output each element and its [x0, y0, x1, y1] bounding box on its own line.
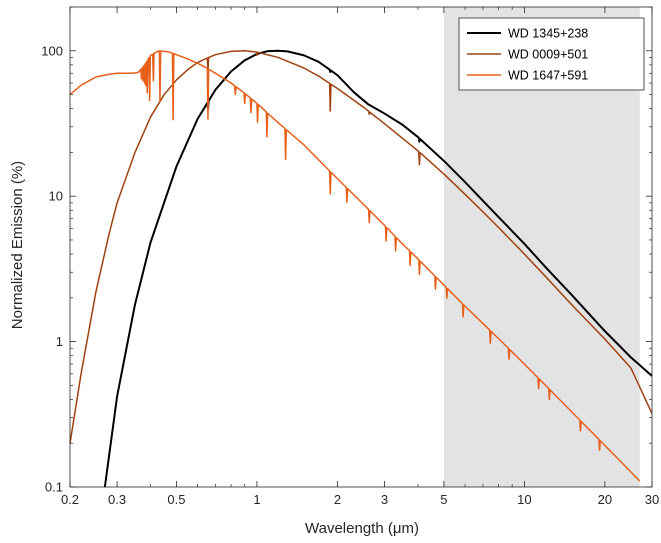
x-axis-label: Wavelength (μm) [305, 520, 419, 537]
x-tick-label: 1 [253, 492, 260, 507]
x-tick-label: 0.3 [108, 492, 126, 507]
x-tick-label: 20 [598, 492, 612, 507]
legend-entry: WD 1647+591 [508, 69, 588, 83]
legend-entry: WD 0009+501 [508, 48, 588, 62]
x-tick-label: 10 [517, 492, 531, 507]
x-tick-label: 5 [440, 492, 447, 507]
legend: WD 1345+238 WD 0009+501 WD 1647+591 [458, 17, 645, 91]
y-tick-label: 100 [41, 43, 63, 58]
x-tick-label: 2 [334, 492, 341, 507]
y-tick-label: 10 [49, 189, 63, 204]
series-line-2 [69, 50, 653, 444]
y-axis-label: Normalized Emission (%) [9, 161, 26, 329]
x-tick-label: 0.2 [61, 492, 79, 507]
axes-box [69, 6, 653, 488]
x-tick-label: 0.5 [167, 492, 185, 507]
series-line-3 [69, 50, 641, 482]
y-tick-label: 0.1 [45, 480, 63, 495]
x-tick-label: 3 [381, 492, 388, 507]
y-tick-label: 1 [56, 334, 63, 349]
legend-entry: WD 1345+238 [508, 27, 588, 41]
x-tick-label: 30 [645, 492, 659, 507]
